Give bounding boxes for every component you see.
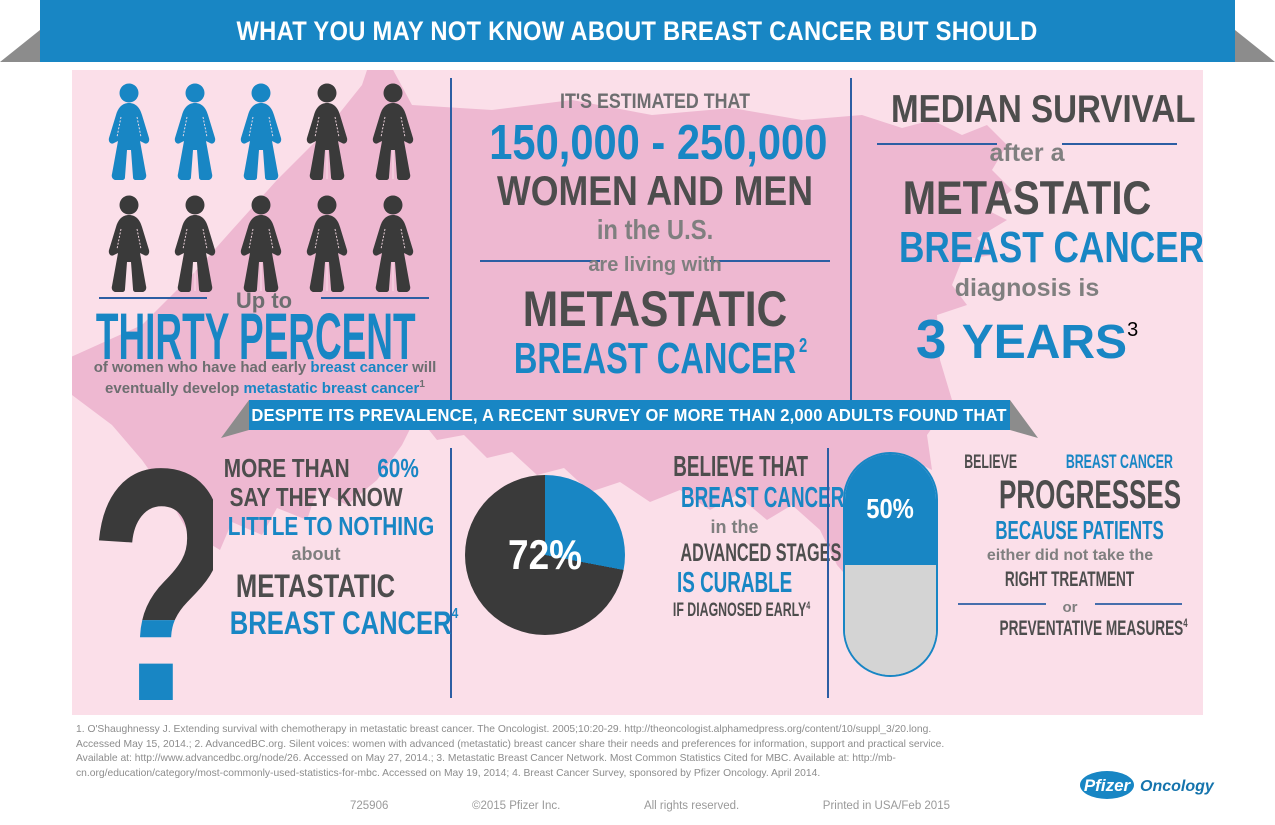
svg-text:Oncology: Oncology <box>1140 778 1215 795</box>
svg-text:Pfizer: Pfizer <box>1084 776 1132 795</box>
svg-text:DESPITE ITS PREVALENCE, A RECE: DESPITE ITS PREVALENCE, A RECENT SURVEY … <box>251 404 1007 425</box>
svg-text:WHAT YOU MAY NOT KNOW ABOUT BR: WHAT YOU MAY NOT KNOW ABOUT BREAST CANCE… <box>236 17 1037 47</box>
